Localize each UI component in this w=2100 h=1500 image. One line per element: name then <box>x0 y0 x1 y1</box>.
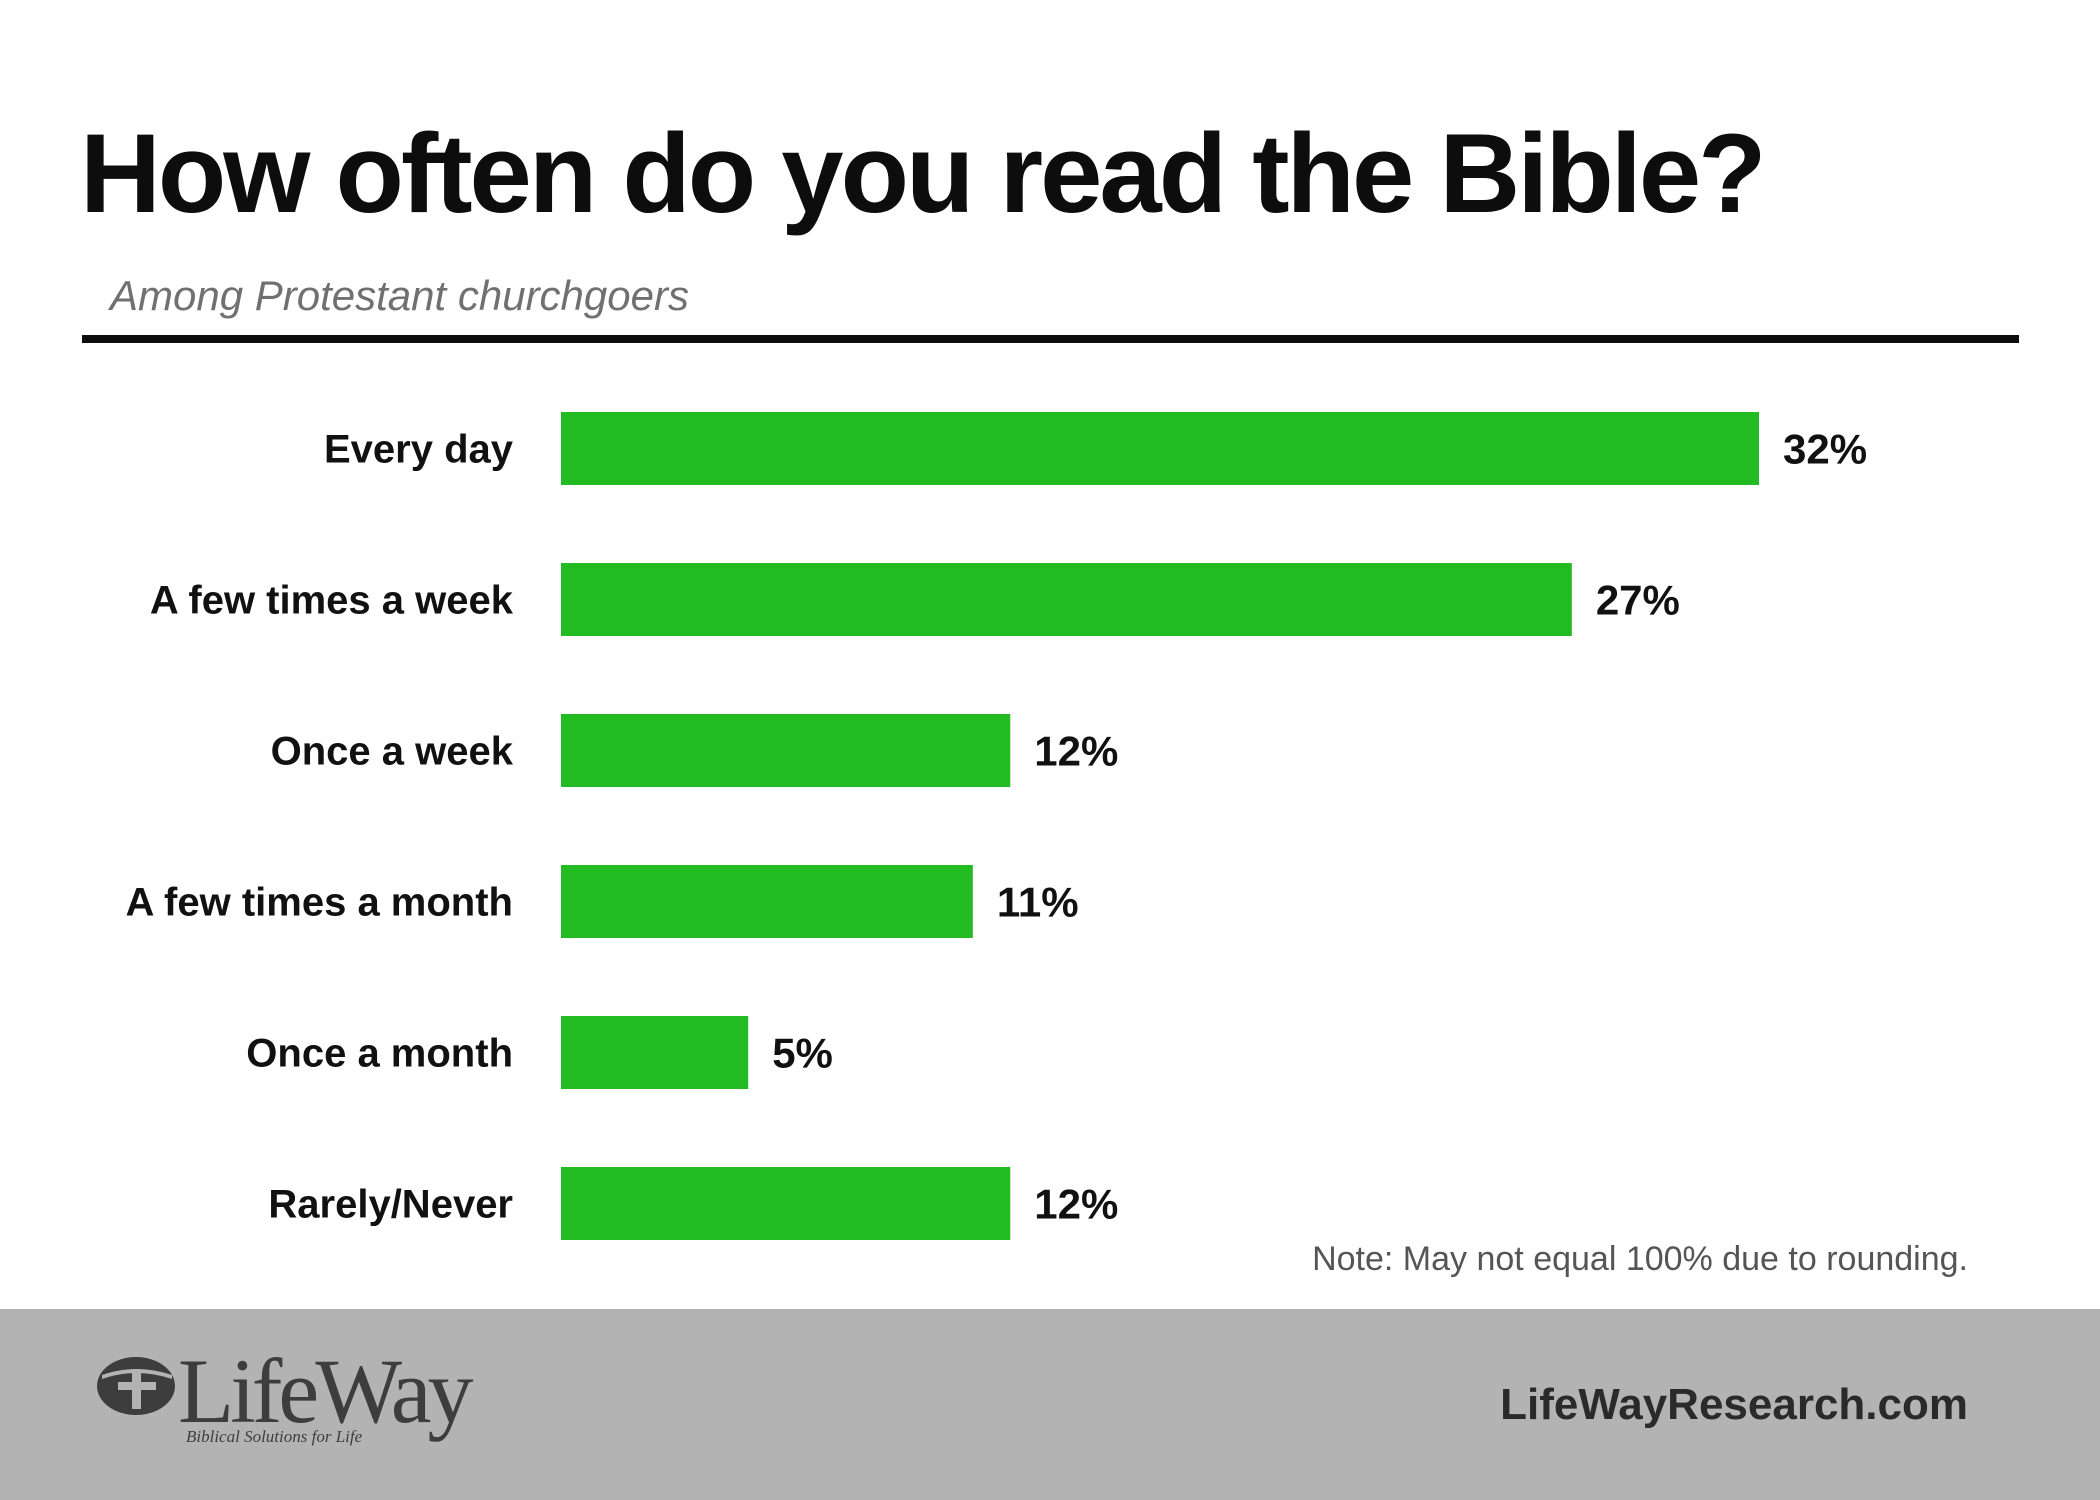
bar <box>561 865 973 938</box>
title-divider <box>82 335 2019 343</box>
bar <box>561 412 1759 485</box>
category-label: Once a month <box>246 1032 513 1076</box>
lifeway-logo: LifeWay Biblical Solutions for Life <box>96 1345 474 1450</box>
logo-wordmark: LifeWay <box>178 1340 474 1442</box>
category-label: Every day <box>324 428 514 472</box>
value-label: 12% <box>1034 728 1118 775</box>
value-label: 27% <box>1596 577 1680 624</box>
value-label: 5% <box>772 1030 833 1077</box>
value-label: 12% <box>1034 1181 1118 1228</box>
category-label: A few times a month <box>126 881 513 925</box>
value-label: 32% <box>1783 426 1867 473</box>
logo-tagline: Biblical Solutions for Life <box>186 1427 363 1446</box>
chart-subtitle: Among Protestant churchgoers <box>110 272 689 319</box>
bar <box>561 1167 1011 1240</box>
category-label: Once a week <box>271 730 514 774</box>
bar-chart: Every day 32% A few times a week 27% Once a … <box>126 412 1867 1240</box>
bar <box>561 714 1011 787</box>
bar <box>561 563 1572 636</box>
website-link[interactable]: LifeWayResearch.com <box>1500 1380 1968 1429</box>
value-label: 11% <box>997 879 1079 926</box>
rounding-note: Note: May not equal 100% due to rounding… <box>1312 1240 1968 1278</box>
category-label: Rarely/Never <box>268 1183 513 1227</box>
category-label: A few times a week <box>150 579 514 623</box>
bar <box>561 1016 749 1089</box>
lifeway-emblem-icon <box>97 1357 175 1415</box>
footer-band <box>0 1309 2100 1500</box>
chart-title: How often do you read the Bible? <box>80 111 1767 236</box>
